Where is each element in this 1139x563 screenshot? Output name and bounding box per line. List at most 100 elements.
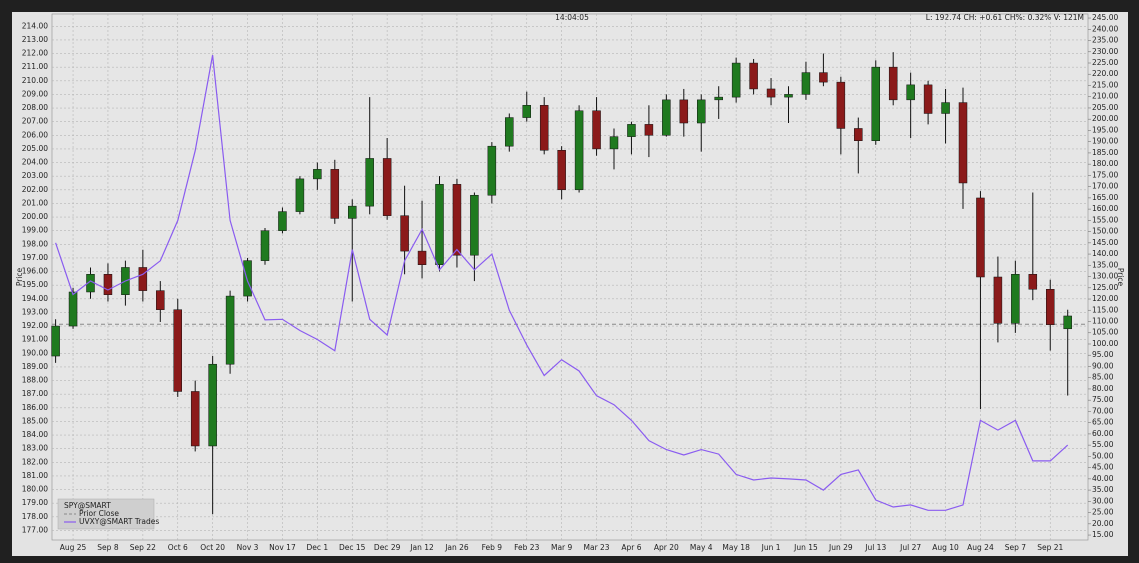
y-tick-label: 195.00 (22, 280, 48, 289)
x-tick-label: Mar 9 (551, 543, 573, 552)
candle-body (888, 66, 898, 101)
x-tick-label: Feb 9 (482, 543, 503, 552)
candle (958, 87, 968, 209)
candle (487, 142, 497, 204)
y-tick-label: 183.00 (22, 444, 48, 453)
x-tick-label: Feb 23 (514, 543, 539, 552)
candle-body (452, 184, 462, 256)
candle-body (260, 230, 270, 261)
candle (627, 121, 636, 155)
candle-body (1046, 289, 1055, 325)
y-tick-label: 214.00 (22, 21, 48, 30)
x-tick-label: Mar 23 (584, 543, 610, 552)
x-tick-label: Jan 26 (444, 543, 469, 552)
y2-tick-label: 90.00 (1092, 361, 1114, 370)
candle (749, 58, 758, 95)
candle (801, 61, 811, 100)
y2-tick-label: 125.00 (1092, 283, 1118, 292)
candle (452, 178, 462, 268)
y-tick-label: 202.00 (22, 185, 48, 194)
candle (836, 76, 846, 155)
candle (295, 176, 305, 215)
y2-tick-label: 240.00 (1092, 24, 1118, 33)
candle-body (278, 211, 287, 231)
candle-body (313, 169, 322, 180)
candle-body (435, 184, 444, 265)
candle (173, 298, 182, 397)
candle (1046, 279, 1055, 351)
y-tick-label: 196.00 (22, 267, 48, 276)
y-tick-label: 194.00 (22, 294, 48, 303)
candle (278, 207, 287, 234)
y2-tick-label: 185.00 (1092, 148, 1118, 157)
candle (906, 72, 915, 139)
candle (190, 380, 200, 452)
candle-body (714, 96, 723, 101)
y2-tick-label: 15.00 (1092, 530, 1114, 539)
y2-tick-label: 130.00 (1092, 272, 1118, 281)
y2-tick-label: 120.00 (1092, 294, 1118, 303)
y2-tick-label: 155.00 (1092, 215, 1118, 224)
candle (697, 94, 706, 152)
y-tick-label: 205.00 (22, 144, 48, 153)
y-tick-label: 187.00 (22, 389, 48, 398)
candle-body (627, 124, 636, 137)
y2-tick-label: 190.00 (1092, 137, 1118, 146)
candle (382, 138, 392, 220)
y2-tick-label: 55.00 (1092, 440, 1114, 449)
candle-body (731, 62, 741, 98)
y2-tick-label: 100.00 (1092, 339, 1118, 348)
candle-body (417, 250, 427, 265)
y2-tick-label: 45.00 (1092, 463, 1114, 472)
y2-tick-label: 35.00 (1092, 485, 1114, 494)
candle-body (801, 72, 811, 95)
y-tick-label: 177.00 (22, 525, 48, 534)
candle-body (295, 178, 305, 212)
x-tick-label: Jan 12 (409, 543, 434, 552)
candle (1011, 260, 1020, 333)
y-tick-label: 184.00 (22, 430, 48, 439)
x-tick-label: Jul 27 (899, 543, 921, 552)
candle-body (1028, 274, 1038, 290)
y2-tick-label: 215.00 (1092, 80, 1118, 89)
candle (417, 200, 427, 279)
y-tick-label: 204.00 (22, 158, 48, 167)
y2-tick-label: 195.00 (1092, 125, 1118, 134)
candle-body (539, 105, 549, 151)
y-tick-label: 203.00 (22, 171, 48, 180)
x-tick-label: May 18 (722, 543, 750, 552)
y-tick-label: 189.00 (22, 362, 48, 371)
y-tick-label: 179.00 (22, 498, 48, 507)
y2-tick-label: 135.00 (1092, 260, 1118, 269)
candle-body (365, 158, 374, 207)
y2-tick-label: 245.00 (1092, 13, 1118, 22)
y-tick-label: 210.00 (22, 76, 48, 85)
candle-body (243, 260, 252, 297)
candle (819, 53, 828, 87)
candle-body (766, 88, 776, 98)
x-tick-label: Oct 6 (168, 543, 188, 552)
candle-body (51, 325, 60, 357)
y-tick-label: 181.00 (22, 471, 48, 480)
y-tick-label: 208.00 (22, 103, 48, 112)
y-tick-label: 191.00 (22, 335, 48, 344)
y-tick-label: 212.00 (22, 49, 48, 58)
candle-body (574, 110, 584, 191)
line-series (55, 54, 1069, 511)
candle (871, 60, 880, 145)
x-tick-label: Aug 24 (967, 543, 994, 552)
candle-body (382, 158, 392, 216)
y2-tick-label: 25.00 (1092, 508, 1114, 517)
x-tick-label: Sep 22 (130, 543, 156, 552)
candle-body (505, 117, 514, 147)
candle (592, 97, 601, 156)
candle (522, 91, 531, 122)
candle-body (871, 66, 880, 141)
candle-body (156, 290, 165, 310)
candle (103, 263, 113, 302)
candle (609, 128, 619, 170)
candle (539, 97, 549, 155)
candle-body (906, 84, 915, 101)
legend-label: SPY@SMART (64, 501, 111, 510)
